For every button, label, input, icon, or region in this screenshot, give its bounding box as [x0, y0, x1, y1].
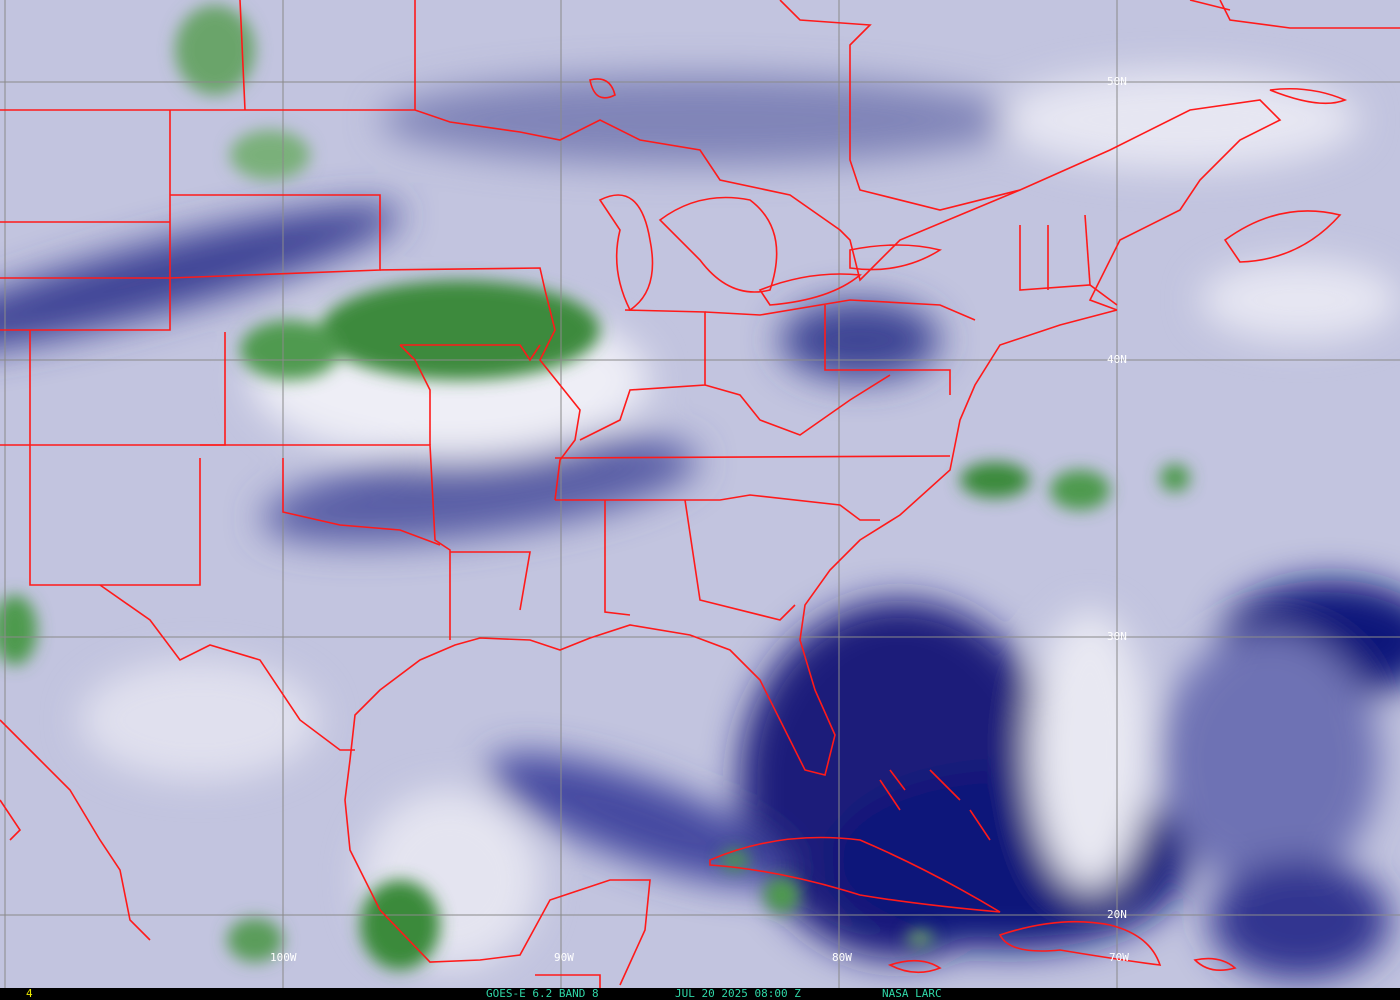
frame-number: 4: [26, 987, 33, 1000]
lat-label-20n: 20N: [1107, 908, 1127, 921]
lon-label-80w: 80W: [832, 951, 852, 964]
lon-label-90w: 90W: [554, 951, 574, 964]
moisture-field: [0, 70, 1400, 980]
convective-clouds: [0, 5, 1190, 970]
lat-label-30n: 30N: [1107, 630, 1127, 643]
credit-label: NASA LARC: [882, 987, 942, 1000]
datetime-label: JUL 20 2025 08:00 Z: [675, 987, 801, 1000]
product-label: GOES-E 6.2 BAND 8: [486, 987, 599, 1000]
lat-label-40n: 40N: [1107, 353, 1127, 366]
lat-label-50n: 50N: [1107, 75, 1127, 88]
lon-label-70w: 70W: [1109, 951, 1129, 964]
caption-bar: 4 GOES-E 6.2 BAND 8 JUL 20 2025 08:00 Z …: [0, 988, 1400, 1000]
lon-label-100w: 100W: [270, 951, 297, 964]
